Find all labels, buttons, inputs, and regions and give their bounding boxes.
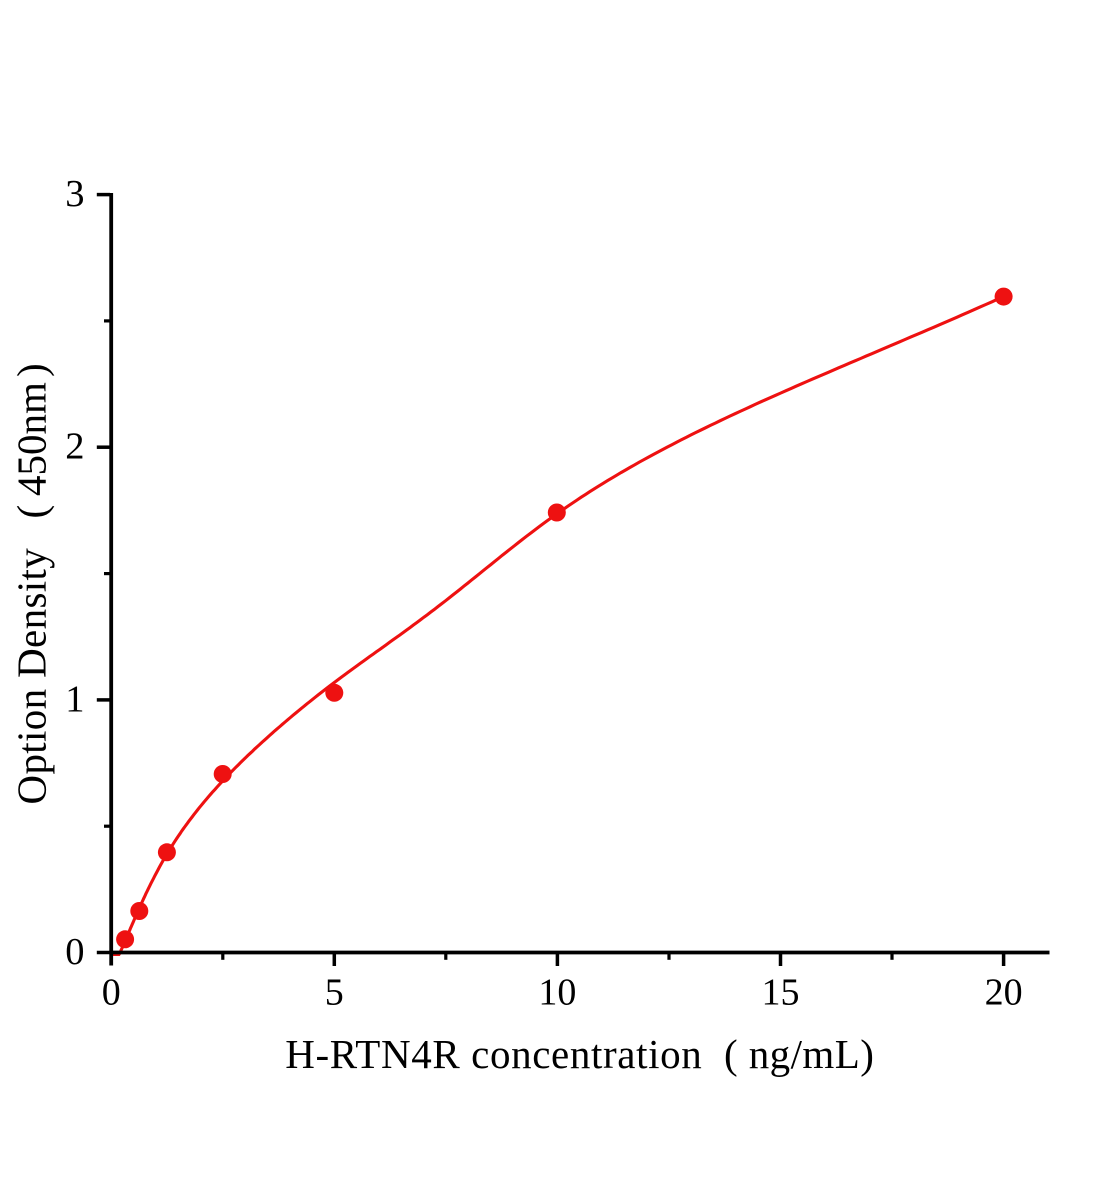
svg-text:ng/mL): ng/mL)	[749, 1031, 875, 1077]
svg-text:3: 3	[65, 173, 84, 215]
svg-text:10: 10	[538, 972, 576, 1014]
svg-text:450nm: 450nm	[9, 382, 55, 496]
svg-text:(: (	[9, 505, 55, 519]
svg-text:0: 0	[102, 972, 121, 1014]
svg-text:Option Density: Option Density	[9, 548, 55, 805]
svg-text:20: 20	[985, 972, 1023, 1014]
svg-text:2: 2	[65, 426, 84, 468]
svg-text:H-RTN4R concentration: H-RTN4R concentration	[285, 1031, 702, 1077]
svg-text:15: 15	[762, 972, 800, 1014]
svg-text:1: 1	[65, 678, 84, 720]
svg-text:5: 5	[325, 972, 344, 1014]
svg-text:(: (	[724, 1031, 738, 1077]
svg-text:0: 0	[65, 931, 84, 973]
svg-text:): )	[9, 363, 55, 377]
